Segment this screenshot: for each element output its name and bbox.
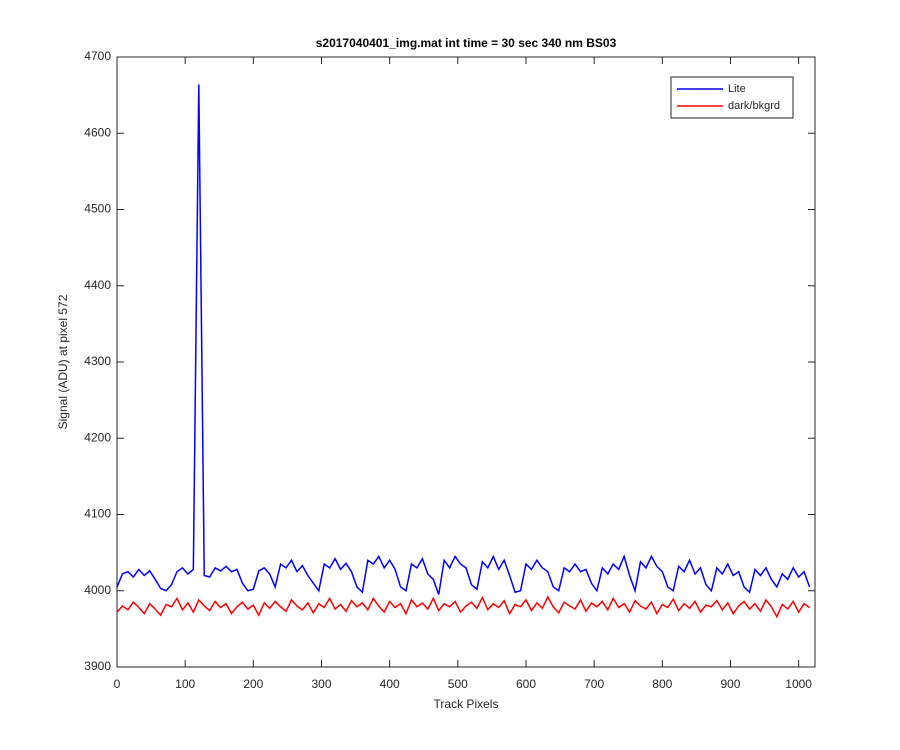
y-tick-label: 4200 [84, 430, 111, 444]
x-tick-label: 200 [243, 677, 263, 691]
legend-label: dark/bkgrd [728, 100, 780, 112]
y-tick-label: 4100 [84, 507, 111, 521]
x-tick-label: 400 [380, 677, 400, 691]
x-tick-label: 100 [175, 677, 195, 691]
y-tick-label: 4600 [84, 125, 111, 139]
legend-box [670, 76, 794, 119]
y-tick-label: 3900 [84, 659, 111, 673]
y-tick-label: 4500 [84, 202, 111, 216]
y-tick-label: 4000 [84, 583, 111, 597]
legend-label: Lite [728, 83, 746, 95]
y-tick-label: 4700 [84, 49, 111, 63]
x-tick-label: 500 [448, 677, 468, 691]
x-tick-label: 0 [114, 677, 121, 691]
x-tick-label: 300 [311, 677, 331, 691]
series-line [116, 595, 810, 619]
x-tick-label: 700 [584, 677, 604, 691]
x-tick-label: 1000 [785, 677, 812, 691]
plot-area [116, 56, 816, 668]
y-axis-label: Signal (ADU) at pixel 572 [56, 294, 70, 429]
series-line [116, 84, 811, 595]
y-tick-label: 4300 [84, 354, 111, 368]
x-tick-label: 800 [652, 677, 672, 691]
x-tick-label: 900 [720, 677, 740, 691]
x-axis-label: Track Pixels [434, 697, 499, 711]
y-tick-label: 4400 [84, 278, 111, 292]
chart-title: s2017040401_img.mat int time = 30 sec 34… [316, 36, 617, 50]
x-tick-label: 600 [516, 677, 536, 691]
